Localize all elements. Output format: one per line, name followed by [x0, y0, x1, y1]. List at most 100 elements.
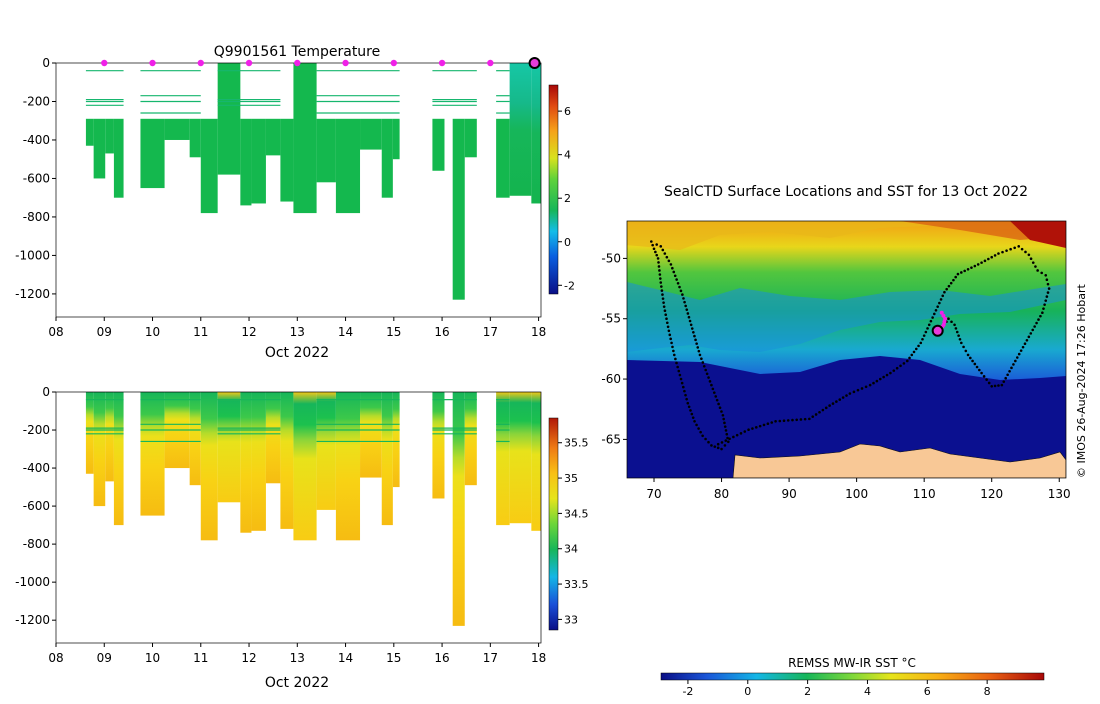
track-point: [786, 419, 790, 422]
recent-track-point: [942, 319, 947, 324]
profile-salinity-22: [496, 392, 510, 526]
profile-salinity-17: [381, 392, 393, 526]
profile-salinity-1: [93, 392, 106, 507]
track-point: [697, 349, 701, 353]
track-point: [725, 432, 729, 436]
track-point: [683, 389, 686, 393]
seal-track: [650, 240, 1051, 451]
map-x-tick-label: 100: [845, 487, 868, 501]
track-point: [985, 378, 988, 381]
track-point: [662, 301, 665, 304]
track-point: [747, 428, 750, 432]
profile-temperature-24: [531, 63, 541, 204]
x-tick-label: 10: [145, 651, 160, 665]
temperature-section-panel: Q9901561 Temperature 0 -200 -400 -600 -800 -1…: [15, 44, 575, 361]
track-point: [673, 274, 677, 278]
x-tick-label: 18: [531, 325, 546, 339]
track-point: [966, 353, 970, 357]
track-point: [720, 441, 724, 444]
track-point: [910, 353, 914, 357]
track-point: [931, 316, 934, 319]
track-point: [665, 317, 668, 321]
track-point: [672, 349, 675, 353]
map-y-tick-label: -50: [601, 251, 621, 265]
salinity-axes: 0 -200 -400 -600 -800 -1000 -1200 08 09 10 11 12 13 1…: [15, 385, 546, 665]
track-point: [711, 387, 715, 391]
track-point: [710, 383, 713, 387]
track-point: [1024, 250, 1027, 254]
track-point: [945, 287, 948, 291]
track-point: [704, 368, 707, 372]
temperature-colorbar-ticks: -2 0 2 4 6: [558, 105, 575, 292]
track-point: [743, 430, 747, 433]
x-tick-label: 10: [145, 325, 160, 339]
temperature-axes: 0 -200 -400 -600 -800 -1000 -1200 08 09 10 11 12 13 1…: [15, 56, 546, 339]
track-point: [659, 281, 663, 284]
track-point: [966, 267, 970, 271]
track-point: [686, 401, 690, 405]
y-tick-label: 0: [42, 56, 50, 70]
x-tick-label: 14: [338, 325, 353, 339]
profile-salinity-9: [240, 392, 252, 533]
colorbar-tick-label: 6: [564, 105, 571, 118]
surface-marker: [101, 59, 108, 67]
track-point: [892, 369, 896, 372]
track-point: [782, 419, 786, 422]
y-tick-label: 0: [42, 385, 50, 399]
track-point: [938, 301, 941, 305]
track-point: [659, 245, 663, 248]
track-point: [912, 350, 916, 354]
track-point: [697, 427, 700, 430]
y-tick-label: -200: [23, 423, 50, 437]
track-point: [828, 404, 831, 407]
track-point: [687, 405, 691, 409]
y-tick-label: -800: [23, 537, 50, 551]
track-point: [691, 416, 695, 419]
track-point: [1010, 366, 1013, 370]
profile-temperature-2: [105, 118, 114, 154]
track-point: [927, 323, 931, 327]
track-point: [694, 338, 697, 342]
track-point: [889, 371, 892, 375]
x-tick-label: 15: [386, 325, 401, 339]
track-point: [770, 421, 774, 424]
track-point: [955, 330, 959, 334]
track-point: [716, 446, 720, 450]
surface-marker: [390, 59, 398, 67]
track-point: [700, 357, 703, 361]
track-point: [917, 344, 920, 348]
plot-frame: [55, 391, 542, 644]
profile-temperature-23: [509, 63, 532, 196]
imos-watermark: © IMOS 26-Aug-2024 17:26 Hobart: [1075, 284, 1088, 478]
track-point: [838, 398, 842, 401]
seal-current-position-marker: [931, 324, 944, 337]
profile-temperature-12: [280, 118, 294, 202]
y-tick-label: -1200: [15, 287, 50, 301]
track-point: [934, 308, 938, 312]
track-point: [963, 269, 966, 273]
track-point: [958, 337, 962, 341]
track-point: [997, 384, 1000, 387]
track-point: [902, 362, 906, 365]
track-point: [674, 357, 677, 361]
track-point: [655, 253, 659, 257]
x-tick-label: 13: [290, 325, 305, 339]
track-point: [668, 333, 672, 337]
track-point: [1015, 356, 1019, 359]
profile-salinity-14: [316, 392, 336, 510]
track-point: [1013, 246, 1016, 250]
sst-colorbar-tick-label: -2: [682, 685, 693, 698]
track-point: [670, 341, 673, 345]
track-point: [1046, 282, 1050, 286]
track-point: [658, 269, 661, 272]
track-point: [716, 442, 720, 446]
salinity-profiles: [85, 392, 541, 626]
x-tick-label: 12: [241, 651, 256, 665]
track-point: [1035, 321, 1038, 325]
x-tick-label: 16: [434, 651, 449, 665]
track-point: [852, 390, 856, 394]
track-point: [1045, 295, 1049, 298]
sst-colorbar-tick-label: 0: [744, 685, 751, 698]
track-point: [969, 356, 972, 360]
